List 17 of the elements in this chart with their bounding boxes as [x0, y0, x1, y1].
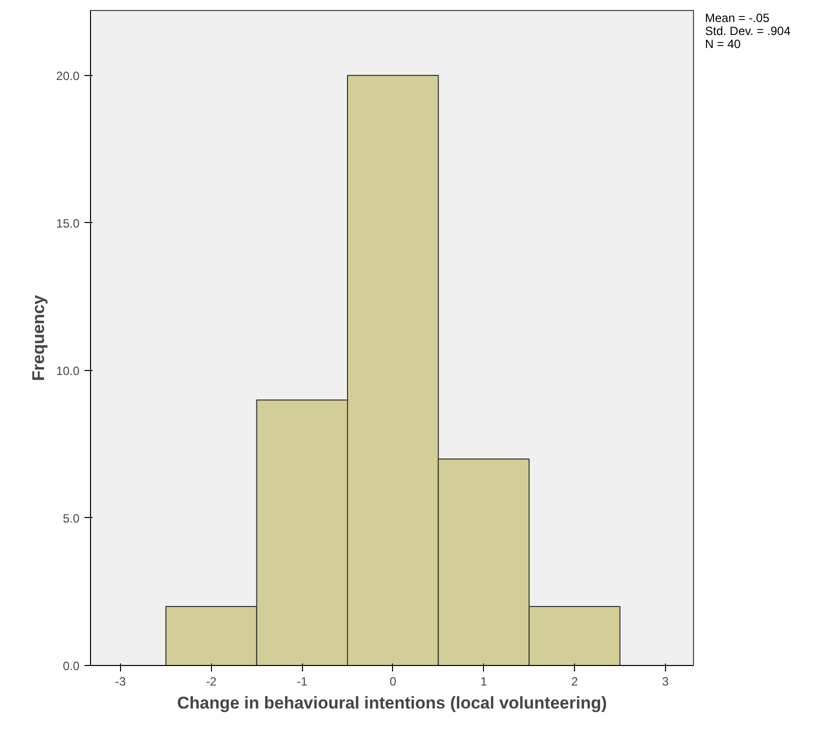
y-tick-label: 10.0	[56, 364, 80, 378]
x-tick-label: 0	[390, 674, 397, 688]
y-tick-label: 20.0	[56, 68, 80, 83]
x-tick-label: -1	[296, 674, 308, 688]
x-axis-title: Change in behavioural intentions (local volunteering)	[177, 694, 607, 712]
y-tick-label: 0.0	[62, 659, 80, 673]
y-tick-label: 15.0	[56, 216, 80, 230]
x-tick-label: 2	[571, 674, 578, 688]
x-tick-label: -2	[206, 674, 217, 688]
y-tick-label: 5.0	[62, 511, 80, 526]
text: Mean = -.05	[705, 11, 770, 25]
x-tick-label: -3	[115, 674, 126, 688]
y-axis-title: Frequency	[29, 294, 48, 381]
text: Std. Dev. = .904	[705, 24, 790, 38]
x-tick-label: 1	[480, 674, 488, 688]
text: N = 40	[705, 37, 742, 51]
x-tick-label: 3	[662, 674, 670, 688]
